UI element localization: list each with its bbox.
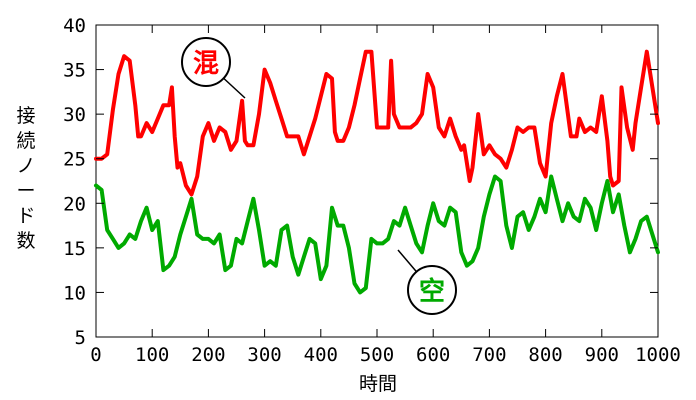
annotations-group: 混空 <box>181 37 457 315</box>
y-tick-label: 35 <box>63 60 86 82</box>
x-tick-label: 100 <box>135 344 169 366</box>
x-tick-label: 300 <box>247 344 281 366</box>
ticks-group: 0 100 200 300 400 500 600 700 800 900 1000 5 10 15 20 2… <box>63 15 681 366</box>
y-axis-label-char: 続 <box>16 130 35 152</box>
x-tick-label: 700 <box>472 344 506 366</box>
x-tick-label: 0 <box>90 344 101 366</box>
x-tick-label: 800 <box>528 344 562 366</box>
callout-label-kuu: 空 <box>419 276 445 307</box>
series-line-kuu <box>94 174 660 295</box>
callout-circle-kuu <box>407 265 457 315</box>
y-tick-label: 15 <box>63 238 86 260</box>
y-tick-label: 20 <box>63 193 86 215</box>
x-tick-label: 400 <box>304 344 338 366</box>
x-axis-label: 時間 <box>359 373 397 395</box>
y-tick-label: 30 <box>63 104 86 126</box>
y-axis-label-char: ー <box>16 180 35 202</box>
series-group <box>94 49 660 295</box>
x-tick-label: 1000 <box>635 344 681 366</box>
callout-label-kon: 混 <box>193 49 219 79</box>
y-tick-label: 25 <box>63 149 86 171</box>
y-tick-label: 40 <box>63 15 86 37</box>
x-tick-label: 900 <box>585 344 619 366</box>
y-axis-label-char: 数 <box>16 230 35 252</box>
y-axis-label-char: ノ <box>16 155 35 177</box>
y-tick-label: 10 <box>63 282 86 304</box>
plot-frame <box>95 24 659 338</box>
x-tick-label: 600 <box>416 344 450 366</box>
series-line-kon <box>94 49 660 197</box>
plot-frame-group <box>95 24 659 338</box>
y-tick-label: 5 <box>75 327 86 349</box>
x-tick-label: 500 <box>360 344 394 366</box>
y-axis-label-char: ド <box>16 205 35 227</box>
callout-circle-kon <box>181 37 231 87</box>
y-axis-label-char: 接 <box>16 105 35 127</box>
y-axis-label: 接続ノード数 <box>16 105 35 252</box>
x-tick-label: 200 <box>191 344 225 366</box>
